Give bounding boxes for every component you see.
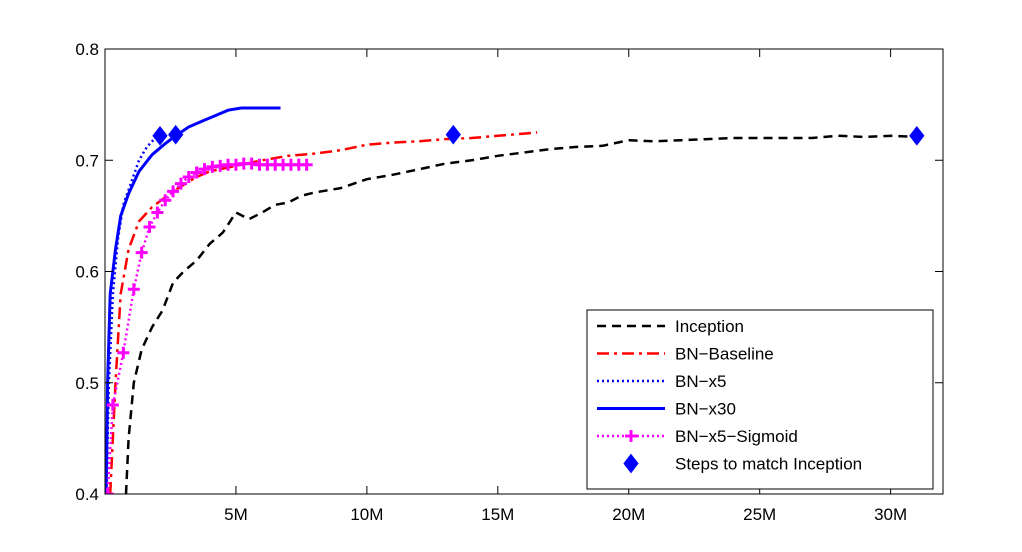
legend-label-4: BN−x5−Sigmoid: [675, 427, 798, 446]
y-tick-label-0: 0.4: [75, 485, 99, 504]
series-2: [105, 134, 159, 494]
legend-label-3: BN−x30: [675, 400, 736, 419]
series-4-point-6: [151, 206, 164, 219]
y-tick-label-2: 0.6: [75, 263, 99, 282]
legend-label-2: BN−x5: [675, 372, 727, 391]
series-5-point-3: [909, 125, 925, 146]
x-tick-label-0: 5M: [224, 505, 248, 524]
legend-marker-4: [625, 430, 637, 442]
series-4-point-9: [174, 177, 187, 190]
series-5-point-2: [445, 124, 461, 145]
series-4: [105, 157, 313, 494]
series-line-3: [105, 106, 281, 494]
series-3: [105, 106, 281, 494]
series-4-point-12: [198, 163, 211, 176]
series-4-point-0: [105, 488, 114, 494]
series-5: [152, 124, 925, 146]
x-tick-label-5: 30M: [874, 505, 907, 524]
series-4-point-8: [167, 185, 180, 198]
tick-layer: 5M 10M 15M 20M 25M 30M 0.4 0.5 0.6 0.7 0.8: [75, 40, 943, 524]
series-4-point-25: [300, 158, 313, 171]
series-4-point-1: [106, 399, 119, 411]
series-layer: [105, 106, 925, 494]
legend-label-1: BN−Baseline: [675, 345, 774, 364]
series-4-point-11: [190, 166, 203, 179]
series-line-0: [124, 134, 917, 494]
y-tick-label-1: 0.5: [75, 374, 99, 393]
x-tick-label-2: 15M: [481, 505, 514, 524]
series-4-point-2: [117, 346, 130, 359]
series-line-2: [105, 134, 159, 494]
series-5-point-0: [152, 125, 168, 146]
legend-box: [586, 309, 934, 490]
legend: Inception BN−Baseline BN−x5 BN−x30 BN−x5−Sig…: [586, 309, 934, 490]
y-tick-label-3: 0.7: [75, 151, 99, 170]
y-tick-label-4: 0.8: [75, 40, 99, 59]
series-4-point-10: [182, 170, 195, 183]
legend-marker-5: [623, 453, 639, 474]
x-tick-label-3: 20M: [612, 505, 645, 524]
series-4-point-4: [135, 246, 148, 259]
series-4-point-3: [127, 283, 140, 296]
series-5-point-1: [168, 124, 184, 145]
series-0: [124, 134, 917, 494]
series-4-point-7: [159, 194, 172, 207]
legend-label-0: Inception: [675, 317, 744, 336]
legend-label-5: Steps to match Inception: [675, 455, 862, 474]
x-tick-label-1: 10M: [350, 505, 383, 524]
series-4-point-5: [143, 221, 156, 233]
x-tick-label-4: 25M: [743, 505, 776, 524]
